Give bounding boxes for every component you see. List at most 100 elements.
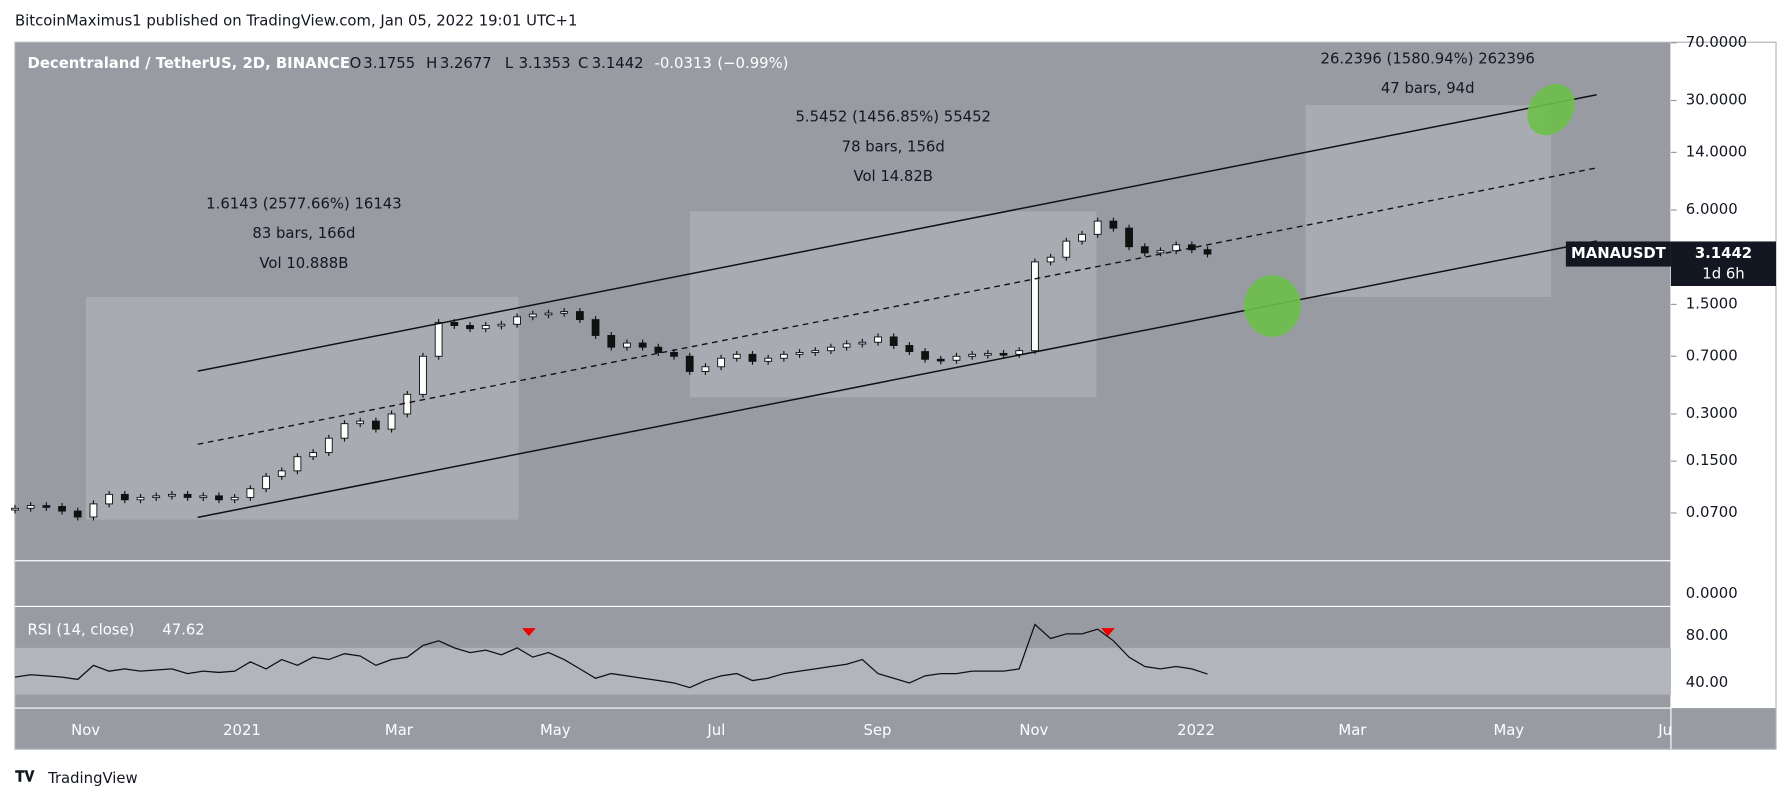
y-tick-label: 0.7000 <box>1686 347 1738 364</box>
candle <box>89 503 98 518</box>
candle <box>1125 227 1133 248</box>
measure-box <box>85 296 519 520</box>
annotation: Vol 14.82B <box>853 168 933 185</box>
candle <box>1203 249 1212 255</box>
candle <box>732 353 741 359</box>
candle <box>183 493 192 498</box>
candle <box>889 336 898 346</box>
ohlc-key: L <box>505 55 514 72</box>
candle <box>936 358 945 362</box>
candle <box>575 311 584 321</box>
annotation: 83 bars, 166d <box>252 225 355 242</box>
x-tick-label: Sep <box>864 722 892 739</box>
annotation: 1.6143 (2577.66%) 16143 <box>206 195 401 212</box>
candle <box>795 352 804 355</box>
annotation: 78 bars, 156d <box>842 138 945 155</box>
ohlc: O 3.1755 H 3.2677 L 3.1353 C 3.1442 <box>350 55 644 72</box>
candle <box>1156 250 1165 254</box>
ohlc-value: 3.1442 <box>592 55 644 72</box>
candle <box>1031 261 1039 352</box>
candle <box>356 420 365 425</box>
candle <box>1015 350 1024 355</box>
currency: USDT <box>1702 56 1744 73</box>
candle <box>858 341 867 345</box>
rsi-tick-label: 80.00 <box>1686 627 1728 644</box>
candle <box>387 413 396 430</box>
candle <box>277 470 286 477</box>
candle <box>497 323 506 327</box>
publisher: BitcoinMaximus1 published on TradingView… <box>15 13 577 30</box>
candle <box>26 505 35 509</box>
x-tick-label: May <box>1493 722 1524 739</box>
candle <box>827 346 835 352</box>
y-tick-label: 30.0000 <box>1686 92 1747 109</box>
signal-marker <box>522 628 536 637</box>
candle <box>701 366 710 372</box>
candle <box>560 311 569 314</box>
brand: TradingView <box>47 770 138 787</box>
candle <box>230 496 239 501</box>
ohlc-value: 3.1755 <box>363 55 415 72</box>
x-tick-label: 2021 <box>223 722 261 739</box>
annotation: 5.5452 (1456.85%) 55452 <box>795 109 990 126</box>
symbol: Decentraland / TetherUS, 2D, BINANCE <box>28 55 350 72</box>
symbol-tag <box>1565 241 1671 267</box>
candle <box>168 493 176 497</box>
candle <box>1140 246 1149 254</box>
candle <box>152 495 161 499</box>
candle <box>1109 220 1118 229</box>
candle <box>434 322 443 357</box>
candle <box>1187 244 1196 251</box>
candle <box>921 351 929 360</box>
candle <box>215 495 223 501</box>
y-tick-label: 14.0000 <box>1686 143 1747 160</box>
candle <box>874 336 882 343</box>
ohlc-value: 3.2677 <box>440 55 492 72</box>
rsi-name: RSI (14, close) <box>28 621 135 638</box>
y-tick-label: 1.5000 <box>1686 295 1738 312</box>
candle <box>1062 240 1071 258</box>
target-circle <box>1243 275 1301 337</box>
annotation: Vol 10.888B <box>259 255 348 272</box>
candle <box>748 353 757 362</box>
rsi-line <box>14 623 1208 689</box>
candle <box>544 312 553 316</box>
candle <box>654 346 663 353</box>
x-tick-label: Jul <box>706 722 725 739</box>
candle <box>717 357 725 368</box>
candle <box>324 437 333 454</box>
candles <box>11 217 1212 521</box>
x-tick-label: May <box>540 722 571 739</box>
candle <box>58 506 66 512</box>
candle <box>983 352 992 356</box>
y-tick-label: 6.0000 <box>1686 201 1738 218</box>
signal-marker <box>1101 628 1115 637</box>
y-tick-label: 0.3000 <box>1686 405 1738 422</box>
candle <box>905 345 914 353</box>
ohlc-key: H <box>426 55 437 72</box>
candle <box>764 357 773 362</box>
x-tick-label: Mar <box>385 722 414 739</box>
candle <box>199 495 208 499</box>
ohlc-key: O <box>350 55 362 72</box>
candle <box>11 507 19 511</box>
candle <box>309 452 318 458</box>
channel-lower <box>197 240 1597 519</box>
candle <box>340 423 349 439</box>
candle <box>607 335 616 348</box>
gap <box>14 560 1671 607</box>
channel-upper <box>197 94 1597 372</box>
candle <box>670 352 678 357</box>
measure-box <box>689 211 1097 398</box>
logo: 𝐓𝐕 <box>15 769 36 786</box>
candle <box>42 505 51 508</box>
candle <box>246 488 255 498</box>
candle <box>293 456 302 472</box>
candle <box>450 322 459 326</box>
candle <box>968 353 977 357</box>
rsi-tick-label: 40.00 <box>1686 674 1728 691</box>
candle <box>779 353 788 359</box>
x-tick-label: 2022 <box>1177 722 1215 739</box>
price-tag-text: 3.1442 <box>1695 245 1752 262</box>
